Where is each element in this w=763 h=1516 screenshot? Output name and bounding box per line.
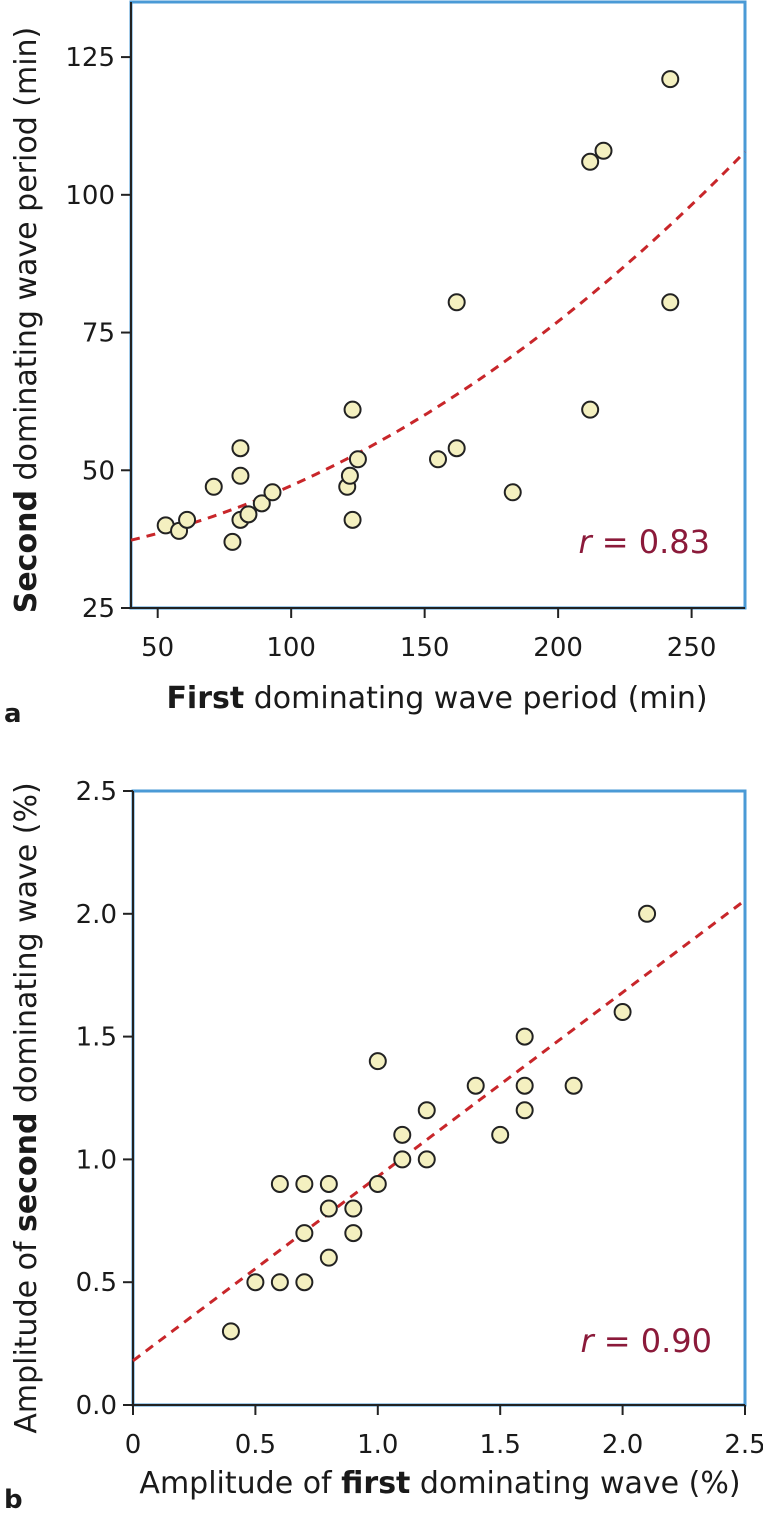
chart-a-point — [661, 70, 680, 89]
chart-b-point — [613, 1003, 632, 1022]
chart-a-point — [231, 466, 250, 485]
chart-a-point — [204, 477, 223, 496]
chart-b-xtick-label: 1.0 — [357, 1430, 398, 1460]
chart-b-point — [246, 1273, 265, 1292]
chart-a-point — [348, 450, 367, 469]
chart-b-correlation: r = 0.90 — [580, 1322, 712, 1360]
chart-a-point — [581, 152, 600, 171]
chart-b-xtick-label: 1.5 — [480, 1430, 521, 1460]
chart-a-xtick-label: 250 — [667, 633, 717, 663]
chart-a-point — [340, 466, 359, 485]
chart-b-point — [368, 1052, 387, 1071]
chart-a: 25 50 75 100 125 50 100 150 200 250 r = 0.83 Firs… — [4, 0, 747, 729]
chart-b-point — [344, 1224, 363, 1243]
chart-a-ytick-label: 100 — [65, 181, 115, 211]
chart-b-ytick-label: 2.0 — [76, 900, 117, 930]
chart-b-point — [638, 904, 657, 923]
chart-a-point — [503, 483, 522, 502]
chart-a-correlation: r = 0.83 — [578, 523, 710, 561]
chart-b-point — [319, 1174, 338, 1193]
chart-b-ytick-label: 0.0 — [76, 1391, 117, 1421]
chart-a-ytick-label: 125 — [65, 43, 115, 73]
chart-b-point — [344, 1199, 363, 1218]
chart-b-point — [295, 1224, 314, 1243]
chart-a-xtick-label: 100 — [266, 633, 316, 663]
chart-a-point — [263, 483, 282, 502]
chart-a-xtick-label: 50 — [141, 633, 174, 663]
chart-b-point — [393, 1150, 412, 1169]
chart-b-point — [319, 1248, 338, 1267]
chart-a-xtick-label: 150 — [400, 633, 450, 663]
chart-b-xtick-label: 2.0 — [602, 1430, 643, 1460]
chart-b-point — [319, 1199, 338, 1218]
chart-b-xtick-label: 2.5 — [724, 1430, 763, 1460]
chart-b-point — [393, 1125, 412, 1144]
chart-a-point — [223, 532, 242, 551]
chart-b-trend-line — [132, 899, 746, 1362]
chart-b-point — [515, 1027, 534, 1046]
chart-b-y-label: Amplitude of second dominating wave (%) — [9, 782, 44, 1433]
chart-a-point — [231, 439, 250, 458]
chart-a-point — [594, 141, 613, 160]
chart-b-point — [466, 1076, 485, 1095]
chart-a-ytick-label: 75 — [82, 319, 115, 349]
chart-a-y-label: Second dominating wave period (min) — [9, 27, 44, 614]
chart-a-point — [447, 293, 466, 312]
chart-b: 0.0 0.5 1.0 1.5 2.0 2.5 0 0.5 1.0 1.5 2.0 2.5 r = 0… — [4, 777, 763, 1515]
chart-a-point — [661, 293, 680, 312]
chart-b-point — [515, 1101, 534, 1120]
chart-b-frame — [131, 789, 747, 1407]
chart-b-xtick-label: 0.5 — [235, 1430, 276, 1460]
chart-a-xtick-label: 200 — [533, 633, 583, 663]
chart-a-point — [239, 505, 258, 524]
chart-b-point — [221, 1322, 240, 1341]
chart-b-point — [295, 1273, 314, 1292]
panel-b-label: b — [4, 1485, 23, 1515]
chart-a-point — [178, 510, 197, 529]
chart-b-point — [491, 1125, 510, 1144]
chart-a-point — [252, 494, 271, 513]
chart-b-ytick-label: 1.0 — [76, 1145, 117, 1175]
chart-a-point — [343, 400, 362, 419]
chart-a-trend-line — [130, 150, 747, 542]
chart-a-x-label: First dominating wave period (min) — [166, 681, 707, 716]
chart-b-xtick-label: 0 — [125, 1430, 142, 1460]
chart-b-point — [295, 1174, 314, 1193]
chart-a-point — [429, 450, 447, 469]
chart-b-ytick-label: 1.5 — [76, 1023, 117, 1053]
chart-b-ytick-label: 2.5 — [76, 777, 117, 807]
chart-b-point — [270, 1273, 289, 1292]
chart-b-point — [515, 1076, 534, 1095]
chart-b-point — [368, 1174, 387, 1193]
chart-a-point — [447, 439, 466, 458]
chart-b-x-label: Amplitude of first dominating wave (%) — [139, 1466, 740, 1501]
chart-a-point — [581, 400, 600, 419]
chart-a-ytick-label: 50 — [82, 456, 115, 486]
chart-b-point — [270, 1174, 289, 1193]
chart-a-point — [343, 510, 362, 529]
chart-a-frame — [129, 0, 747, 610]
chart-a-ytick-label: 25 — [82, 594, 115, 624]
panel-a-label: a — [4, 699, 22, 729]
chart-b-point — [564, 1076, 583, 1095]
chart-b-point — [417, 1150, 436, 1169]
chart-b-point — [417, 1101, 436, 1120]
chart-b-ytick-label: 0.5 — [76, 1268, 117, 1298]
